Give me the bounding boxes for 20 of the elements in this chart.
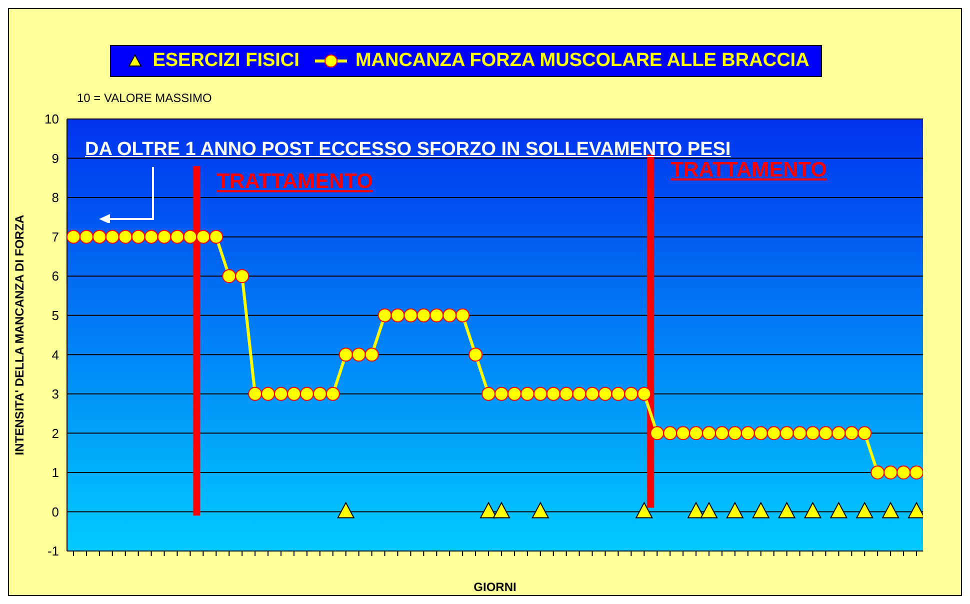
annotation: DA OLTRE 1 ANNO POST ECCESSO SFORZO IN SOLLEVAMENTO PESI [85,139,731,161]
y-tick-label: 1 [52,465,59,480]
y-tick-label: 0 [52,504,59,520]
annotation: TRATTAMENTO [670,158,827,182]
legend-label: ESERCIZI FISICI [152,50,300,72]
y-tick-label: 10 [44,112,59,127]
y-tick-label: 6 [52,268,59,284]
y-tick-label: 5 [52,308,59,323]
y-tick-label: 4 [52,347,59,362]
x-axis-title: GIORNI [474,580,516,594]
text: 10 = VALORE MASSIMO [77,91,212,105]
y-axis-title: INTENSITA' DELLA MANCANZA DI FORZA [12,214,26,456]
legend-label: MANCANZA FORZA MUSCOLARE ALLE BRACCIA [355,50,810,72]
y-tick-label: -1 [47,544,59,559]
y-tick-label: 3 [52,386,59,402]
y-tick-label: 2 [52,426,59,441]
y-tick-label: 8 [52,190,59,206]
y-tick-label: 7 [52,229,59,244]
y-tick-label: 9 [52,150,59,166]
annotation: TRATTAMENTO [216,170,374,194]
